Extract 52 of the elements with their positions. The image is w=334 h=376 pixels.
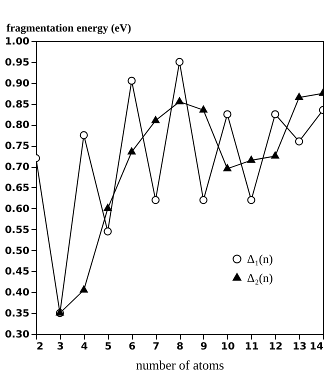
x-tick-label: 2 xyxy=(36,342,44,352)
point xyxy=(104,227,112,236)
y-tick-label: 0.95 xyxy=(4,57,30,68)
point xyxy=(199,105,208,113)
point xyxy=(128,76,136,85)
x-tick-label: 6 xyxy=(128,342,136,352)
x-tick-label: 9 xyxy=(200,342,208,352)
y-tick-label: 0.35 xyxy=(4,308,30,320)
point xyxy=(152,116,160,124)
y-tick-label: 1.00 xyxy=(4,36,30,48)
point xyxy=(223,110,232,118)
point xyxy=(104,204,112,211)
y-axis-title: fragmentation energy (eV) xyxy=(6,22,132,34)
y-tick-label: 0.65 xyxy=(4,183,30,194)
point xyxy=(271,110,280,118)
point xyxy=(199,196,208,204)
x-tick-label: 7 xyxy=(152,342,160,352)
point xyxy=(295,92,304,100)
point xyxy=(175,58,184,66)
x-tick-label: 13 xyxy=(292,342,307,352)
y-tick-label: 0.90 xyxy=(4,78,30,90)
point xyxy=(128,147,136,154)
point xyxy=(247,196,256,204)
y-tick-label: 0.50 xyxy=(4,246,30,257)
legend-label: Δ₁(n) xyxy=(247,252,273,266)
x-tick-label: 10 xyxy=(220,342,235,352)
x-tick-label: 8 xyxy=(176,342,184,352)
y-tick-label: 0.55 xyxy=(4,224,30,236)
point xyxy=(247,156,256,163)
point xyxy=(80,131,88,140)
x-tick-label: 5 xyxy=(104,342,112,352)
y-tick-label: 0.70 xyxy=(4,162,30,174)
point xyxy=(175,97,184,104)
x-tick-label: 14 xyxy=(310,342,324,352)
x-tick-label: 4 xyxy=(80,342,88,352)
x-tick-label: 11 xyxy=(244,342,259,352)
point xyxy=(80,285,88,293)
x-axis-title: number of atoms xyxy=(136,358,224,372)
legend-label: Δ₂(n) xyxy=(247,271,273,285)
x-tick-label: 12 xyxy=(268,342,283,352)
y-tick-label: 0.85 xyxy=(4,99,30,110)
y-tick-label: 0.60 xyxy=(4,204,30,215)
y-tick-label: 0.40 xyxy=(4,288,30,299)
point xyxy=(271,152,280,159)
x-tick-label: 3 xyxy=(56,342,64,352)
point xyxy=(223,164,232,172)
y-tick-label: 0.75 xyxy=(4,141,30,152)
point xyxy=(295,137,304,146)
y-tick-label: 0.30 xyxy=(4,330,30,340)
point xyxy=(152,196,160,204)
y-tick-label: 0.45 xyxy=(4,266,30,278)
y-tick-label: 0.80 xyxy=(4,120,30,132)
